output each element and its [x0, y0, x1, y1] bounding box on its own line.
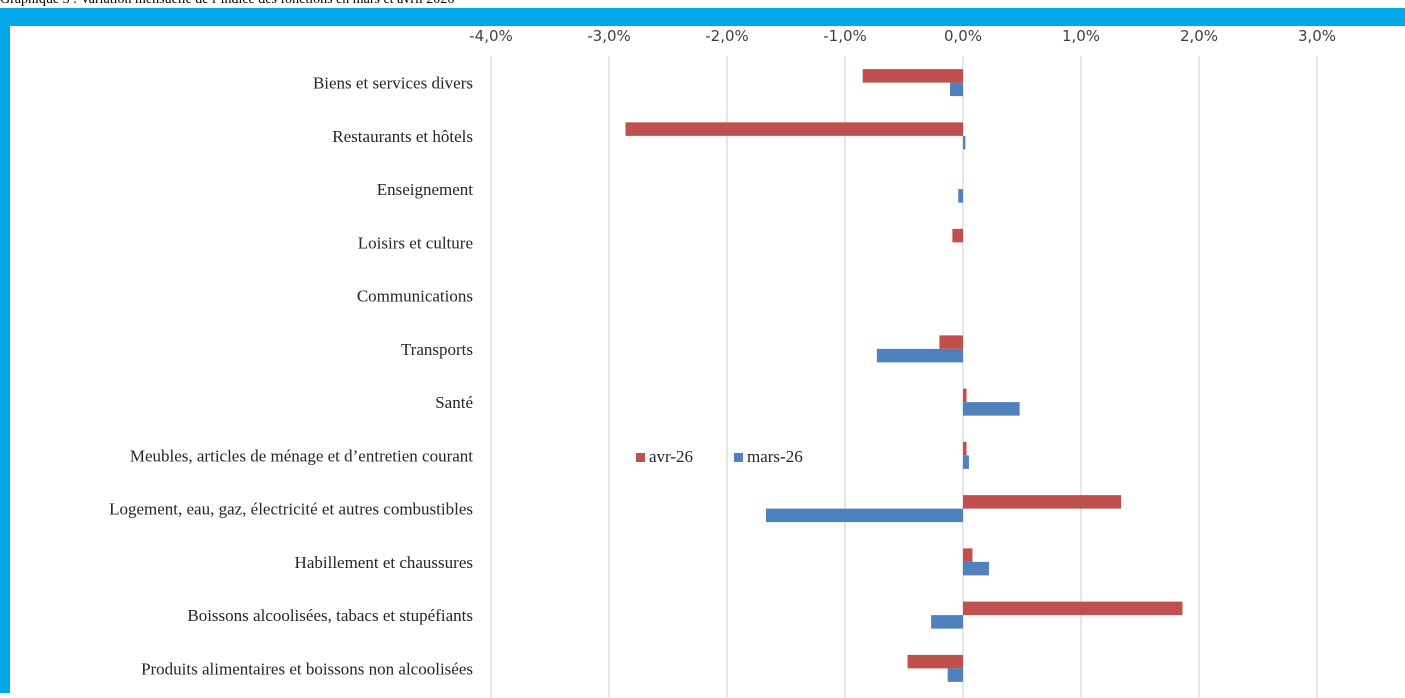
- bar-mars-26: [963, 135, 966, 150]
- category-label: Restaurants et hôtels: [332, 127, 473, 146]
- bar-mars-26: [876, 348, 963, 363]
- bar-avr-26: [907, 654, 963, 669]
- bar-mars-26: [765, 508, 963, 523]
- x-tick-label: 0,0%: [944, 27, 982, 45]
- x-tick-label: -1,0%: [823, 27, 867, 45]
- legend-swatch: [734, 453, 743, 462]
- category-label: Communications: [357, 287, 473, 306]
- chart-frame: -4,0% -3,0% -2,0% -1,0% 0,0% 1,0% 2,0% 3,0% Bien…: [0, 8, 1405, 698]
- category-label: Biens et services divers: [313, 74, 473, 93]
- bar-mars-26: [963, 402, 1020, 416]
- bar-avr-26: [625, 122, 963, 136]
- bar-mars-26: [963, 561, 989, 576]
- legend-label: avr-26: [649, 447, 693, 466]
- bar-chart: -4,0% -3,0% -2,0% -1,0% 0,0% 1,0% 2,0% 3,0% Bien…: [109, 27, 1336, 698]
- category-label: Santé: [435, 393, 473, 412]
- category-label: Boissons alcoolisées, tabacs et stupéfia…: [187, 606, 473, 625]
- bar-avr-26: [963, 548, 973, 562]
- x-tick-label: -2,0%: [705, 27, 749, 45]
- bar-mars-26: [947, 668, 963, 682]
- bar-mars-26: [958, 189, 963, 203]
- bar-mars-26: [963, 455, 969, 469]
- category-label: Habillement et chaussures: [295, 553, 473, 572]
- bar-avr-26: [952, 228, 963, 243]
- x-tick-label: -4,0%: [469, 27, 513, 45]
- legend-swatch: [636, 453, 645, 462]
- x-tick-label: 1,0%: [1062, 27, 1100, 45]
- bar-avr-26: [862, 69, 963, 83]
- category-label: Produits alimentaires et boissons non al…: [141, 659, 473, 678]
- category-label: Meubles, articles de ménage et d’entreti…: [130, 446, 473, 465]
- category-label: Loisirs et culture: [358, 233, 473, 252]
- bar-avr-26: [963, 388, 967, 403]
- bar-mars-26: [950, 82, 963, 97]
- bar-avr-26: [963, 441, 967, 456]
- legend-label: mars-26: [747, 447, 803, 466]
- x-tick-label: 3,0%: [1298, 27, 1336, 45]
- category-label: Enseignement: [377, 180, 474, 199]
- bar-avr-26: [963, 495, 1122, 509]
- bar-avr-26: [963, 601, 1183, 616]
- bar-mars-26: [931, 615, 963, 629]
- plot-panel: -4,0% -3,0% -2,0% -1,0% 0,0% 1,0% 2,0% 3,0% Bien…: [10, 26, 1405, 698]
- bar-avr-26: [939, 335, 963, 349]
- x-tick-label: -3,0%: [587, 27, 631, 45]
- chart-caption: Graphique 3 : Variation mensuelle de l’i…: [0, 0, 454, 9]
- x-tick-label: 2,0%: [1180, 27, 1218, 45]
- category-label: Logement, eau, gaz, électricité et autre…: [109, 500, 473, 519]
- category-label: Transports: [401, 340, 473, 359]
